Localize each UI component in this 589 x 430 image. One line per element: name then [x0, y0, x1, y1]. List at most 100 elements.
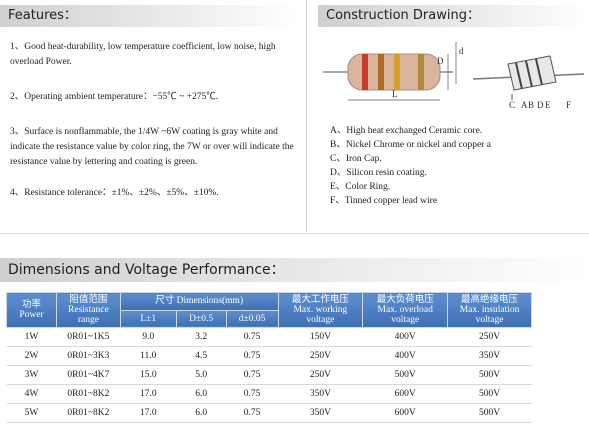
- band: [378, 54, 384, 90]
- header-en: Power: [19, 310, 44, 320]
- feature-item: 2、Operating ambient temperature：−55℃ ~ +…: [10, 92, 219, 102]
- feature-item: 1、Good heat-durability, low temperature …: [10, 42, 276, 67]
- table-cell: 350V: [447, 346, 532, 366]
- table-cell: 4W: [6, 384, 57, 404]
- table-cell: 0R01~3K3: [56, 346, 121, 366]
- table-cell: 6.0: [176, 384, 227, 404]
- table-cell: 3.2: [176, 327, 227, 347]
- table-cell: 250V: [447, 327, 532, 347]
- ring: [515, 62, 523, 90]
- construction-title: Construction Drawing：: [318, 5, 589, 27]
- table-cell: 9.0: [120, 327, 177, 347]
- table-cell: 3W: [6, 365, 57, 385]
- header-en: Max. overload voltage: [377, 305, 433, 325]
- feature-item: 3、Surface is nonflammable, the 1/4W ~6W …: [10, 127, 294, 167]
- table-cell: 350V: [278, 384, 363, 404]
- band: [362, 54, 368, 90]
- table-cell: 400V: [362, 327, 448, 347]
- drawing-label: D: [437, 56, 444, 66]
- table-cell: 0R01~8K2: [56, 403, 121, 423]
- table-cell: 600V: [362, 384, 448, 404]
- drawing-label: B: [528, 100, 534, 110]
- construction-item: F、Tinned copper lead wire: [330, 196, 438, 206]
- table-cell: 250V: [278, 365, 363, 385]
- construction-item: A、High heat exchanged Ceramic core.: [330, 126, 483, 136]
- table-cell: 2W: [6, 346, 57, 366]
- table-cell: 0R01~1K5: [56, 327, 121, 347]
- header-cn: 最大工作电压: [291, 295, 349, 305]
- table-cell: 0.75: [226, 365, 278, 385]
- table-cell: 17.0: [120, 403, 177, 423]
- ring: [525, 60, 533, 88]
- table-cell: 4.5: [176, 346, 227, 366]
- table-cell: 0R01~4K7: [56, 365, 121, 385]
- ring: [535, 58, 543, 86]
- table-cell: 0.75: [226, 346, 278, 366]
- table-cell: 350V: [278, 403, 363, 423]
- table-cell: 1W: [6, 327, 57, 347]
- header-cn: 阻值范围: [69, 295, 108, 305]
- dimensions-title: Dimensions and Voltage Performance：: [0, 258, 589, 282]
- header-en: Max. insulation voltage: [459, 305, 520, 325]
- table-cell: 17.0: [120, 384, 177, 404]
- table-cell: 500V: [447, 403, 532, 423]
- table-row: 1W 0R01~1K5 9.0 3.2 0.75 150V 400V 250V: [6, 327, 532, 347]
- construction-drawing: d D L C A B D E F: [323, 42, 585, 110]
- table-row: 2W 0R01~3K3 11.0 4.5 0.75 250V 400V 350V: [6, 346, 532, 366]
- header-en: Resistance range: [68, 305, 109, 325]
- drawing-label: C: [509, 100, 515, 110]
- construction-item: E、Color Ring.: [330, 182, 391, 192]
- table-cell: 500V: [447, 384, 532, 404]
- dimensions-table: 功率 Power 阻值范围 Resistance range 尺寸 Dimensio…: [6, 292, 532, 423]
- header-cell: 最大工作电压 Max. working voltage: [277, 292, 364, 328]
- drawing-label: L: [392, 89, 398, 99]
- band: [394, 54, 400, 90]
- table-row: 4W 0R01~8K2 17.0 6.0 0.75 350V 600V 500V: [6, 384, 532, 404]
- table-cell: 11.0: [120, 346, 177, 366]
- subheader-cell: D±0.5: [175, 309, 227, 328]
- header-cell: 阻值范围 Resistance range: [55, 292, 121, 328]
- header-en: Dimensions(mm): [176, 296, 244, 307]
- header-cell: 功率 Power: [6, 292, 57, 328]
- drawing-label: F: [566, 100, 571, 110]
- table-row: 5W 0R01~8K2 17.0 6.0 0.75 350V 600V 500V: [6, 403, 532, 423]
- table-cell: 15.0: [120, 365, 177, 385]
- table-cell: 250V: [278, 346, 363, 366]
- table-cell: 500V: [447, 365, 532, 385]
- header-cn: 最高绝缘电压: [461, 295, 519, 305]
- table-cell: 150V: [278, 327, 363, 347]
- header-cell: 尺寸 Dimensions(mm): [119, 292, 279, 311]
- table-cell: 400V: [362, 346, 448, 366]
- table-cell: 0.75: [226, 327, 278, 347]
- construction-item: D、Silicon resin coating.: [330, 168, 427, 178]
- features-title: Features：: [0, 5, 300, 27]
- table-cell: 0R01~8K2: [56, 384, 121, 404]
- construction-item: B、Nickel Chrome or nickel and copper a: [330, 140, 491, 150]
- table-cell: 6.0: [176, 403, 227, 423]
- table-cell: 600V: [362, 403, 448, 423]
- table-row: 3W 0R01~4K7 15.0 5.0 0.75 250V 500V 500V: [6, 365, 532, 385]
- table-body: 1W 0R01~1K5 9.0 3.2 0.75 150V 400V 250V 2W 0R01~3…: [6, 327, 532, 423]
- feature-item: 4、Resistance tolerance：±1%、±2%、±5%、±10%.: [10, 188, 219, 198]
- subheader-cell: L±1: [119, 309, 177, 328]
- table-cell: 500V: [362, 365, 448, 385]
- header-cn: 尺寸: [155, 296, 175, 307]
- header-cell: 最高绝缘电压 Max. insulation voltage: [447, 292, 532, 328]
- table-cell: 0.75: [226, 384, 278, 404]
- table-cell: 5.0: [176, 365, 227, 385]
- drawing-label: E: [545, 100, 551, 110]
- divider: [306, 0, 307, 232]
- header-cn: 最大负荷电压: [376, 295, 434, 305]
- header-cell: 最大负荷电压 Max. overload voltage: [362, 292, 449, 328]
- drawing-label: d: [459, 46, 464, 56]
- divider: [0, 233, 589, 234]
- drawing-label: A: [521, 100, 528, 110]
- header-en: Max. working voltage: [293, 305, 348, 325]
- table-cell: 5W: [6, 403, 57, 423]
- construction-item: C、Iron Cap.: [330, 154, 382, 164]
- band: [418, 54, 424, 90]
- table-cell: 0.75: [226, 403, 278, 423]
- drawing-label: D: [537, 100, 544, 110]
- header-cn: 功率: [21, 300, 41, 310]
